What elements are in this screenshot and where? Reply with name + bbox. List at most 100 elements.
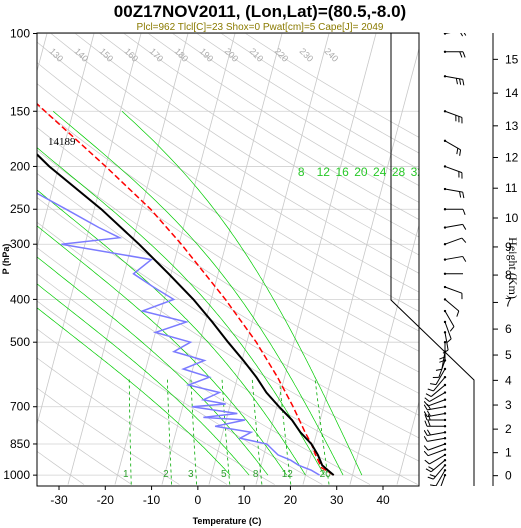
height-tick-label: 8 (505, 268, 512, 282)
isotherm-line (302, 46, 419, 485)
dry-adiabat-line (37, 328, 275, 485)
wind-barb-shaft (427, 443, 446, 451)
wind-barb-point (443, 437, 447, 440)
wind-barb-point (443, 448, 447, 451)
wind-barb-flag (462, 51, 466, 58)
moist-adiabat-label: 24 (373, 165, 387, 179)
x-tick-label: -30 (50, 493, 68, 507)
wind-barb-point (443, 165, 447, 168)
wind-barb-flag (461, 237, 467, 243)
moist-adiabat-label: 16 (335, 165, 349, 179)
barb-panel-edge (390, 33, 475, 486)
wind-barb-shaft (433, 376, 446, 392)
dry-adiabat-line (37, 247, 418, 485)
wind-barb-shaft (427, 399, 446, 407)
p-tick-label: 400 (10, 292, 30, 306)
wind-barb-shaft (444, 75, 463, 80)
moist-adiabat-line (37, 147, 325, 476)
moist-adiabat-line (37, 256, 269, 476)
wind-barb-shaft (444, 188, 463, 193)
height-tick-label: 6 (505, 322, 512, 336)
wind-barb-shaft (435, 470, 446, 486)
wind-barb-shaft (430, 384, 446, 397)
isotherm-line (255, 33, 377, 485)
dry-adiabat-line (37, 104, 419, 352)
wind-barb-flag (462, 256, 467, 262)
dry-adiabat-line (37, 41, 419, 293)
mixing-ratio-line (278, 377, 292, 485)
wind-barb-point (443, 412, 447, 415)
height-tick-label: 15 (505, 52, 519, 66)
wind-barb-shaft (435, 368, 446, 385)
wind-barb-point (443, 473, 447, 477)
wind-barb-flag (424, 435, 428, 442)
p-tick-label: 100 (10, 27, 30, 41)
height-tick-label: 3 (505, 398, 512, 412)
wind-barb-shaft (440, 474, 446, 486)
dry-adiabat-line (37, 173, 419, 416)
wind-barb-shaft (444, 110, 463, 118)
dry-adiabat-line (37, 300, 323, 485)
isotherm-line (208, 33, 330, 485)
dry-adiabat-line (37, 357, 228, 485)
wind-barb-shaft (444, 165, 463, 174)
wind-barb-flag (459, 191, 462, 198)
chart-title: 00Z17NOV2011, (Lon,Lat)=(80.5,-8.0) (114, 2, 406, 21)
p-tick-label: 250 (10, 202, 30, 216)
wind-barb-flag (435, 368, 442, 371)
x-tick-label: -20 (97, 493, 115, 507)
isotherm-line (67, 33, 189, 485)
isotherm-line (396, 400, 419, 485)
height-tick-label: 1 (505, 446, 512, 460)
mixing-ratio-label: 5 (221, 469, 227, 480)
wind-barb-shaft (427, 449, 446, 457)
isotherm-line (37, 33, 95, 250)
p-tick-label: 700 (10, 400, 30, 414)
wind-barb-point (443, 453, 447, 457)
wind-barb-shaft (444, 237, 463, 245)
wind-barb-point (443, 320, 447, 324)
moist-adiabat-line (121, 111, 363, 476)
wind-barb-flag (427, 476, 434, 480)
wind-barb-flag (439, 356, 446, 360)
dry-adiabat-line (37, 273, 371, 485)
temperature-profile (37, 153, 335, 476)
wind-barb-flag (424, 420, 428, 427)
wind-barb-point (443, 431, 447, 434)
dry-adiabat-line (37, 83, 419, 332)
wind-barb-shaft (444, 310, 455, 327)
mixing-ratio-label: 3 (188, 469, 194, 480)
theta-label: 220 (273, 46, 291, 64)
wind-barb-flag (424, 445, 429, 451)
isotherm-line (349, 223, 419, 485)
moist-adiabat-label: 8 (298, 165, 305, 179)
wind-barb-flag (425, 393, 432, 398)
x-tick-label: 10 (237, 493, 251, 507)
mixing-ratio-line (128, 377, 132, 485)
wind-barb-point (443, 340, 447, 344)
x-axis-label: Temperature (C) (193, 516, 262, 526)
wind-barb-flag (462, 79, 465, 86)
wind-barb-shaft (444, 321, 452, 340)
moist-adiabat-line (37, 283, 250, 476)
x-tick-label: 30 (330, 493, 344, 507)
wind-barb-flag (442, 349, 449, 354)
wind-barb-shaft (444, 255, 463, 261)
theta-label: 130 (47, 46, 65, 64)
wind-barb-flag (428, 466, 434, 471)
dry-adiabat-line (37, 450, 85, 485)
moist-adiabat-line (37, 189, 306, 476)
wind-barb-flag (460, 33, 464, 37)
wind-barb-flag (459, 51, 463, 58)
wind-barb-flag (426, 410, 431, 417)
x-tick-label: -10 (143, 493, 161, 507)
wind-barb-flag (429, 474, 436, 478)
wind-barb-flag (424, 459, 430, 465)
height-tick-label: 2 (505, 422, 512, 436)
wind-barb-flag (427, 388, 434, 392)
dry-adiabat-line (75, 33, 419, 256)
isotherm-line (37, 33, 142, 426)
p-tick-label: 850 (10, 437, 30, 451)
